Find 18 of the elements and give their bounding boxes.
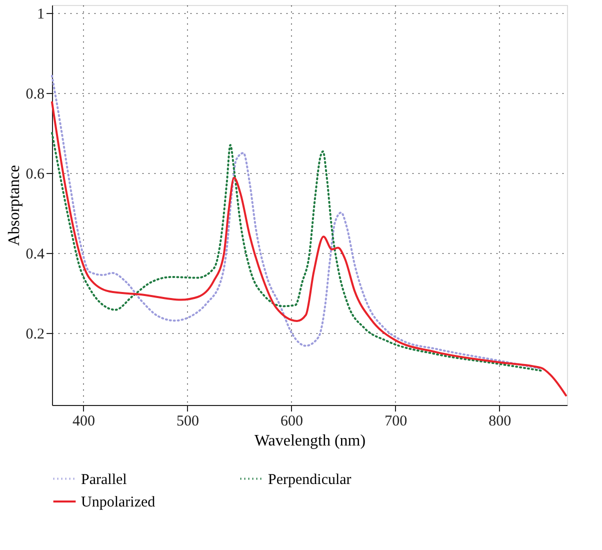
line-series — [51, 74, 542, 370]
line-series — [51, 101, 567, 396]
legend-label: Parallel — [81, 472, 127, 488]
line-series — [51, 132, 542, 372]
x-axis-title: Wavelength (nm) — [254, 432, 366, 450]
x-tick-label: 400 — [72, 414, 95, 430]
x-tick-label: 600 — [280, 414, 304, 430]
legend-label: Perpendicular — [268, 472, 352, 488]
legend-label: Unpolarized — [81, 494, 156, 510]
y-axis-title: Absorptance — [6, 165, 23, 246]
x-tick-label: 700 — [384, 414, 408, 430]
x-tick-label: 500 — [176, 414, 200, 430]
y-tick-label: 0.6 — [26, 166, 45, 182]
y-tick-label: 0.2 — [26, 326, 44, 342]
y-tick-label: 0.8 — [26, 86, 44, 102]
y-tick-label: 0.4 — [26, 246, 45, 262]
x-tick-label: 800 — [488, 414, 512, 430]
y-tick-label: 1 — [37, 6, 44, 22]
